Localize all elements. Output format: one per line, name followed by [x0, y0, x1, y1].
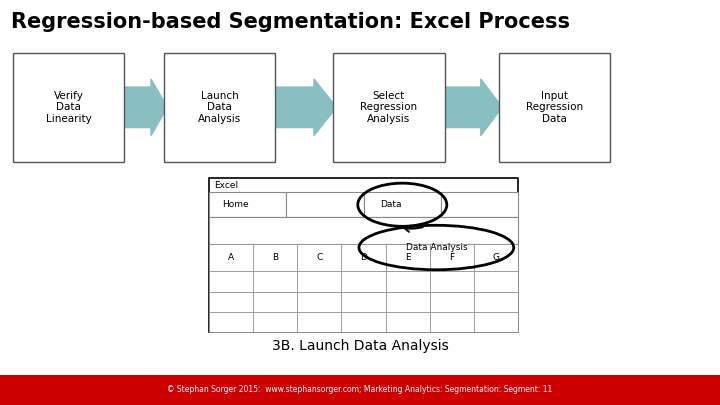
Bar — [386, 292, 430, 312]
Text: D: D — [360, 253, 367, 262]
Bar — [441, 192, 518, 217]
Bar — [297, 271, 341, 292]
Bar — [209, 312, 253, 332]
Bar — [297, 292, 341, 312]
Bar — [430, 243, 474, 271]
Bar — [253, 312, 297, 332]
FancyArrow shape — [272, 79, 337, 136]
Text: Regression-based Segmentation: Excel Process: Regression-based Segmentation: Excel Pro… — [11, 12, 570, 32]
Bar — [430, 271, 474, 292]
Bar — [209, 192, 287, 217]
FancyArrow shape — [441, 79, 503, 136]
Bar — [209, 292, 253, 312]
Text: B: B — [272, 253, 278, 262]
Bar — [209, 178, 518, 332]
Bar — [209, 217, 518, 243]
Text: © Stephan Sorger 2015:  www.stephansorger.com; Marketing Analytics: Segmentation: © Stephan Sorger 2015: www.stephansorger… — [167, 385, 553, 394]
Text: Launch
Data
Analysis: Launch Data Analysis — [198, 91, 241, 124]
Text: Data Analysis: Data Analysis — [405, 243, 467, 252]
Bar — [253, 292, 297, 312]
Bar — [341, 271, 386, 292]
Bar — [364, 192, 441, 217]
FancyBboxPatch shape — [333, 53, 445, 162]
Text: E: E — [405, 253, 410, 262]
FancyBboxPatch shape — [498, 53, 611, 162]
Bar — [430, 312, 474, 332]
Bar — [386, 243, 430, 271]
FancyBboxPatch shape — [163, 53, 275, 162]
Text: Home: Home — [222, 200, 249, 209]
Bar — [287, 192, 364, 217]
Bar — [253, 271, 297, 292]
Bar — [474, 271, 518, 292]
Bar — [386, 312, 430, 332]
Bar — [430, 292, 474, 312]
Bar — [341, 243, 386, 271]
Text: Data: Data — [380, 200, 402, 209]
Bar — [341, 292, 386, 312]
Bar — [386, 271, 430, 292]
Text: C: C — [316, 253, 323, 262]
Text: A: A — [228, 253, 234, 262]
Bar — [297, 312, 341, 332]
Text: Select
Regression
Analysis: Select Regression Analysis — [360, 91, 418, 124]
Bar — [253, 243, 297, 271]
Text: Excel: Excel — [215, 181, 239, 190]
Bar — [0, 375, 720, 405]
Bar — [209, 243, 253, 271]
Bar — [474, 312, 518, 332]
Text: G: G — [492, 253, 500, 262]
Bar — [209, 271, 253, 292]
Bar — [474, 243, 518, 271]
Text: F: F — [449, 253, 454, 262]
Text: Input
Regression
Data: Input Regression Data — [526, 91, 583, 124]
Bar — [474, 292, 518, 312]
FancyArrow shape — [121, 79, 167, 136]
Bar — [341, 312, 386, 332]
Text: 3B. Launch Data Analysis: 3B. Launch Data Analysis — [271, 339, 449, 353]
FancyBboxPatch shape — [13, 53, 125, 162]
Bar — [297, 243, 341, 271]
Text: Verify
Data
Linearity: Verify Data Linearity — [45, 91, 91, 124]
